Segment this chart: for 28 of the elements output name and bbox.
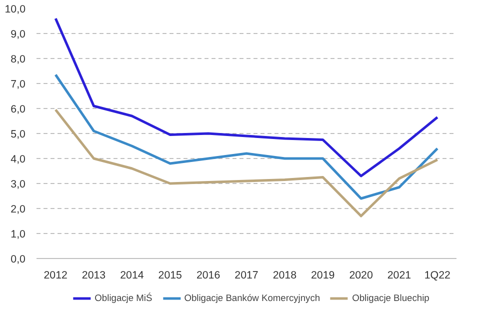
x-tick-label: 2016 bbox=[196, 270, 220, 282]
line-series bbox=[54, 108, 439, 218]
y-tick-label: 7,0 bbox=[10, 78, 26, 90]
line-series bbox=[54, 74, 439, 200]
y-tick-label: 3,0 bbox=[10, 178, 26, 190]
y-tick-label: 1,0 bbox=[10, 228, 26, 240]
y-tick-label: 2,0 bbox=[10, 204, 26, 216]
y-tick-label: 5,0 bbox=[10, 128, 26, 140]
y-tick-label: 10,0 bbox=[4, 4, 26, 16]
x-tick-label: 1Q22 bbox=[424, 270, 451, 282]
y-tick-label: 0,0 bbox=[10, 254, 26, 266]
x-tick-label: 2019 bbox=[311, 270, 335, 282]
x-tick-label: 2015 bbox=[158, 270, 182, 282]
legend-label: Obligacje Bluechip bbox=[352, 293, 430, 303]
y-tick-label: 8,0 bbox=[10, 54, 26, 66]
x-tick-label: 2020 bbox=[349, 270, 373, 282]
x-tick-label: 2013 bbox=[82, 270, 106, 282]
y-tick-label: 6,0 bbox=[10, 104, 26, 116]
x-tick-label: 2017 bbox=[234, 270, 258, 282]
x-tick-label: 2012 bbox=[44, 270, 68, 282]
x-tick-label: 2021 bbox=[387, 270, 412, 282]
y-tick-label: 4,0 bbox=[10, 154, 26, 166]
y-tick-label: 9,0 bbox=[10, 28, 26, 40]
legend-label: Obligacje MiŚ bbox=[94, 293, 152, 303]
x-tick-label: 2018 bbox=[272, 270, 297, 282]
x-tick-label: 2014 bbox=[120, 270, 144, 282]
legend-label: Obligacje Banków Komercyjnych bbox=[184, 293, 320, 303]
line-series bbox=[54, 17, 439, 178]
